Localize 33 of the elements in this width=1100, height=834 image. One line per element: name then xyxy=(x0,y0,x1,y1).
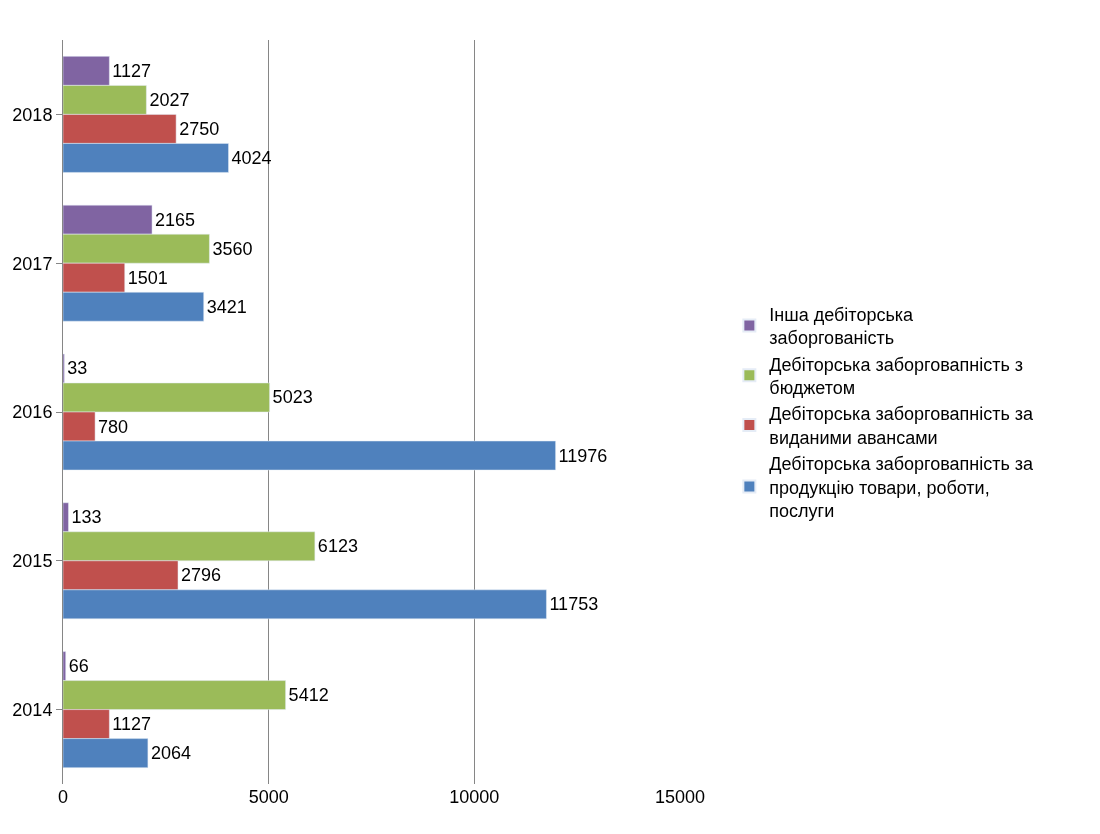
data-label: 1127 xyxy=(112,714,152,735)
data-label: 2165 xyxy=(155,209,196,230)
data-label: 780 xyxy=(98,416,129,437)
data-label: 5023 xyxy=(272,387,313,408)
data-label: 2796 xyxy=(181,565,222,586)
data-label: 2750 xyxy=(179,118,220,139)
data-label: 11753 xyxy=(549,594,599,615)
y-tick-label: 2014 xyxy=(12,699,53,720)
y-tick-label: 2016 xyxy=(12,402,53,423)
data-label: 6123 xyxy=(317,536,358,557)
legend-label: Інша дебіторська заборгованість xyxy=(769,304,915,349)
data-label: 5412 xyxy=(288,685,329,706)
legend-label: Дебіторська заборговапність за продукцію товари, роботи, послуги xyxy=(769,454,1035,521)
data-label: 1501 xyxy=(127,267,168,288)
data-label: 2027 xyxy=(149,89,190,110)
legend-label: Дебіторська заборговапність за виданими авансами xyxy=(769,404,1035,448)
x-tick-label: 0 xyxy=(57,787,69,807)
legend-label: Дебіторська заборговапність з бюджетом xyxy=(769,354,1024,398)
x-tick-label: 5000 xyxy=(248,787,289,807)
x-tick-label: 10000 xyxy=(449,787,500,807)
data-label: 2064 xyxy=(150,743,191,764)
data-label: 1127 xyxy=(112,60,152,81)
data-label: 66 xyxy=(68,656,89,677)
y-tick-label: 2017 xyxy=(12,253,53,274)
x-tick-label: 15000 xyxy=(654,787,706,807)
y-tick-label: 2015 xyxy=(12,551,53,572)
data-label: 11976 xyxy=(558,445,608,466)
data-label: 133 xyxy=(71,507,102,528)
y-tick-label: 2018 xyxy=(12,104,53,125)
data-label: 33 xyxy=(67,358,88,379)
data-label: 4024 xyxy=(231,147,272,168)
data-label: 3421 xyxy=(206,296,247,317)
data-label: 3560 xyxy=(212,238,253,259)
